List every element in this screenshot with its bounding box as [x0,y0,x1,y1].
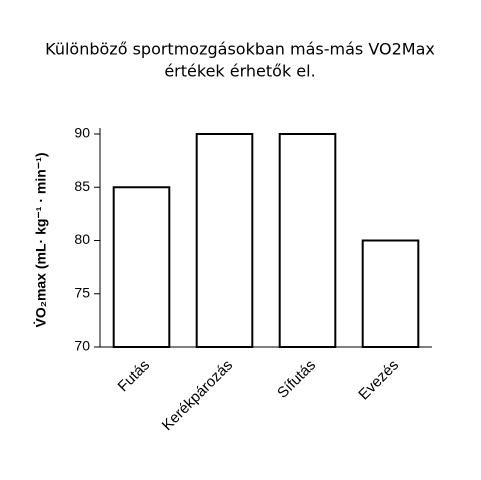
y-tick-label: 80 [74,231,90,247]
y-tick-label: 85 [74,178,90,194]
bar [278,133,337,348]
y-tick-label: 90 [74,125,90,141]
y-tick-label: 75 [74,284,90,300]
y-tick-label: 70 [74,338,90,354]
bar [112,186,171,348]
chart-title: Különböző sportmozgásokban más-más VO2Ma… [45,40,435,59]
x-tick-label: Evezés [355,357,402,404]
bar [195,133,254,348]
y-axis-label: V̇O₂max (mL· kg⁻¹ · min⁻¹) [33,152,49,327]
x-tick-label: Futás [115,357,154,396]
x-tick-label: Sífutás [274,357,319,402]
bar [361,239,420,348]
x-tick-label: Kerékpározás [159,357,236,434]
chart-subtitle: értékek érhetők el. [164,62,315,81]
